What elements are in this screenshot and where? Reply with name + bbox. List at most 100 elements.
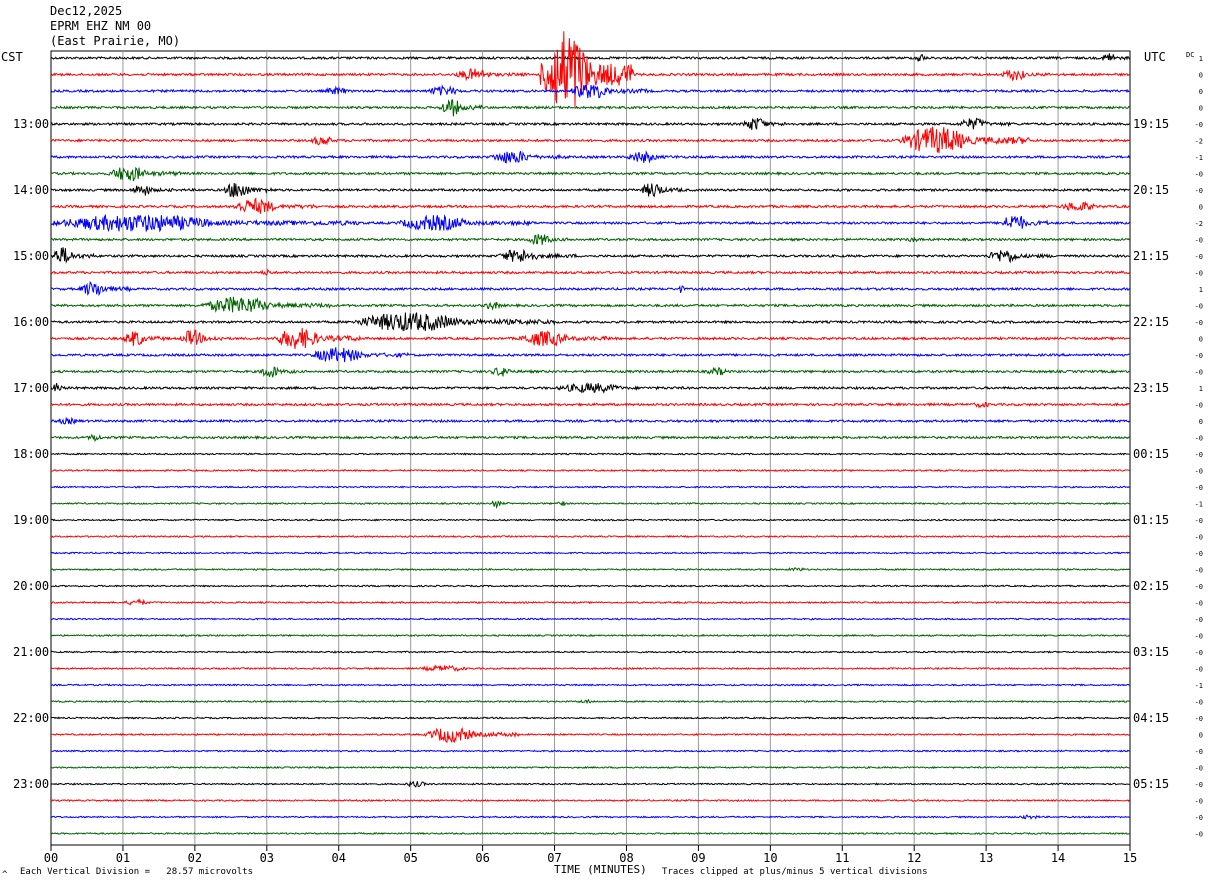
dc-offset-value: 1: [1199, 55, 1203, 63]
dc-offset-value: -0: [1195, 319, 1203, 327]
dc-offset-value: 0: [1199, 732, 1203, 740]
x-tick-label: 10: [763, 851, 777, 865]
time-label-utc: 22:15: [1133, 315, 1169, 329]
time-label-utc: 21:15: [1133, 249, 1169, 263]
dc-offset-value: -0: [1195, 633, 1203, 641]
dc-offset-value: -0: [1195, 550, 1203, 558]
trace-line: [50, 664, 1130, 672]
time-label-cst: 21:00: [13, 645, 49, 659]
time-label-utc: 19:15: [1133, 117, 1169, 131]
dc-offset-value: 1: [1199, 385, 1203, 393]
trace-line: [50, 84, 1130, 99]
dc-offset-value: 0: [1199, 336, 1203, 344]
trace-line: [50, 296, 1130, 313]
trace-line: [50, 268, 1130, 276]
dc-offset-value: -0: [1195, 484, 1203, 492]
dc-offset-value: 0: [1199, 88, 1203, 96]
trace-line: [50, 485, 1130, 489]
x-tick-label: 01: [116, 851, 130, 865]
time-label-cst: 20:00: [13, 579, 49, 593]
trace-line: [50, 597, 1130, 606]
dc-offset-value: -1: [1195, 682, 1203, 690]
trace-line: [50, 182, 1130, 198]
dc-offset-value: -0: [1195, 748, 1203, 756]
dc-offset-value: -0: [1195, 715, 1203, 723]
corner-mark: ^: [2, 870, 8, 880]
trace-line: [50, 765, 1130, 770]
dc-offset-value: 0: [1199, 418, 1203, 426]
time-label-cst: 17:00: [13, 381, 49, 395]
dc-offset-value: 0: [1199, 105, 1203, 113]
x-tick-label: 04: [332, 851, 346, 865]
time-label-cst: 15:00: [13, 249, 49, 263]
dc-offset-value: -0: [1195, 831, 1203, 839]
dc-offset-value: -0: [1195, 765, 1203, 773]
time-label-utc: 20:15: [1133, 183, 1169, 197]
trace-line: [50, 150, 1130, 164]
trace-line: [50, 381, 1130, 395]
dc-offset-value: -0: [1195, 402, 1203, 410]
trace-line: [50, 683, 1130, 687]
trace-line: [50, 347, 1130, 363]
dc-offset-value: 1: [1199, 286, 1203, 294]
trace-line: [50, 99, 1130, 117]
dc-offset-value: 0: [1199, 72, 1203, 80]
plot-frame: [50, 50, 1131, 846]
trace-line: [50, 31, 1130, 107]
trace-line: [50, 617, 1130, 621]
dc-offset-value: 0: [1199, 204, 1203, 212]
time-label-cst: 14:00: [13, 183, 49, 197]
x-tick-label: 06: [475, 851, 489, 865]
time-label-cst: 23:00: [13, 777, 49, 791]
trace-line: [50, 416, 1130, 425]
trace-line: [50, 698, 1130, 705]
trace-line: [50, 117, 1130, 130]
time-label-cst: 16:00: [13, 315, 49, 329]
dc-offset-value: -0: [1195, 187, 1203, 195]
x-tick-label: 15: [1123, 851, 1137, 865]
dc-offset-value: -0: [1195, 517, 1203, 525]
trace-line: [50, 780, 1130, 788]
time-label-utc: 02:15: [1133, 579, 1169, 593]
dc-offset-value: -0: [1195, 534, 1203, 542]
trace-line: [50, 53, 1130, 62]
dc-offset-value: -0: [1195, 798, 1203, 806]
right-timezone-label: UTC: [1144, 50, 1166, 64]
x-axis-title: TIME (MINUTES): [554, 863, 647, 876]
left-timezone-label: CST: [1, 50, 23, 64]
dc-offset-value: -0: [1195, 171, 1203, 179]
x-tick-label: 05: [403, 851, 417, 865]
dc-offset-value: -0: [1195, 468, 1203, 476]
trace-line: [51, 312, 1130, 332]
x-tick-label: 14: [1051, 851, 1065, 865]
dc-offset-value: -0: [1195, 649, 1203, 657]
dc-offset-value: -0: [1195, 303, 1203, 311]
trace-line: [50, 452, 1130, 456]
trace-line: [50, 468, 1130, 473]
time-label-utc: 00:15: [1133, 447, 1169, 461]
trace-line: [50, 633, 1130, 638]
trace-line: [50, 366, 1130, 378]
trace-line: [50, 402, 1130, 409]
trace-line: [50, 500, 1130, 510]
trace-line: [50, 280, 1130, 297]
trace-line: [50, 433, 1130, 442]
dc-offset-value: -0: [1195, 583, 1203, 591]
trace-line: [50, 234, 1130, 246]
vertical-scale-note: Each Vertical Division = 28.57 microvolt…: [20, 867, 253, 877]
dc-offset-value: -1: [1195, 501, 1203, 509]
dc-offset-value: -0: [1195, 369, 1203, 377]
x-tick-label: 07: [547, 851, 561, 865]
dc-offset-value: -2: [1195, 138, 1203, 146]
time-label-cst: 19:00: [13, 513, 49, 527]
trace-line: [50, 247, 1130, 264]
trace-line: [50, 551, 1130, 555]
trace-line: [50, 197, 1130, 215]
x-tick-label: 12: [907, 851, 921, 865]
trace-line: [50, 166, 1130, 182]
dc-offset-header: DC: [1186, 51, 1195, 59]
time-label-utc: 03:15: [1133, 645, 1169, 659]
x-tick-label: 08: [619, 851, 633, 865]
trace-line: [50, 650, 1130, 654]
